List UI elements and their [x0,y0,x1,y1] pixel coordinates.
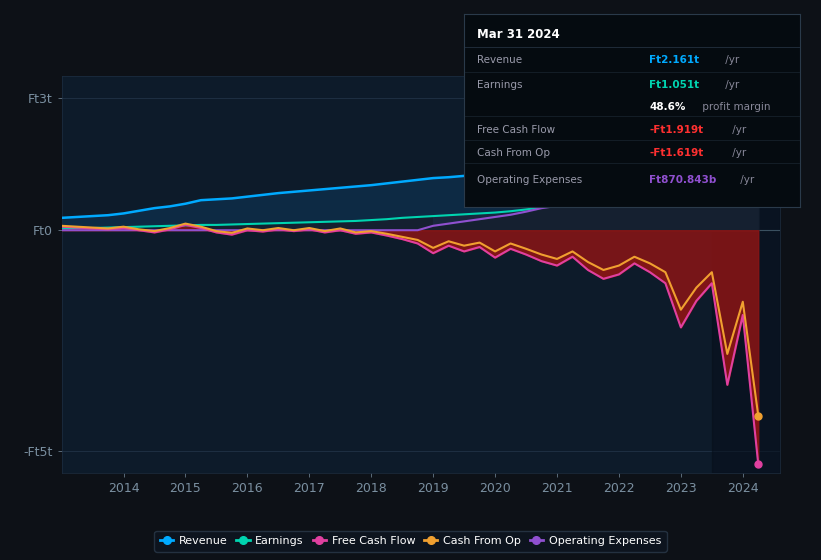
Text: /yr: /yr [722,55,739,66]
Text: Ft1.051t: Ft1.051t [649,81,699,91]
Legend: Revenue, Earnings, Free Cash Flow, Cash From Op, Operating Expenses: Revenue, Earnings, Free Cash Flow, Cash … [154,530,667,552]
Text: /yr: /yr [722,81,739,91]
Text: Mar 31 2024: Mar 31 2024 [477,27,560,40]
Text: Cash From Op: Cash From Op [477,148,550,158]
Text: Revenue: Revenue [477,55,522,66]
Text: /yr: /yr [729,148,746,158]
Text: /yr: /yr [729,125,746,135]
Text: Operating Expenses: Operating Expenses [477,175,583,185]
Text: Free Cash Flow: Free Cash Flow [477,125,556,135]
Text: 48.6%: 48.6% [649,102,686,112]
Bar [712,76,780,473]
Text: -Ft1.919t: -Ft1.919t [649,125,703,135]
Text: Earnings: Earnings [477,81,523,91]
Text: -Ft1.619t: -Ft1.619t [649,148,704,158]
Text: Ft870.843b: Ft870.843b [649,175,717,185]
Text: profit margin: profit margin [699,102,771,112]
Text: /yr: /yr [736,175,754,185]
Text: Ft2.161t: Ft2.161t [649,55,699,66]
